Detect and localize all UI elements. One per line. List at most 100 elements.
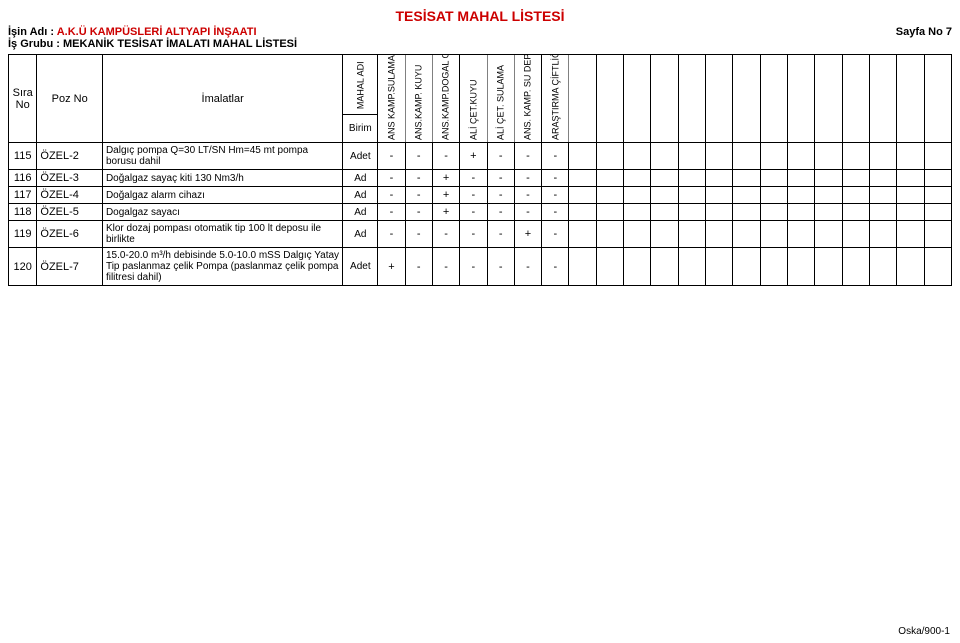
cell-poz: ÖZEL-3 [37,170,103,187]
hdr-empty [678,55,705,143]
job-name: A.K.Ü KAMPÜSLERİ ALTYAPI İNŞAATI [57,26,257,38]
cell-val: - [460,248,487,286]
cell-val: - [542,221,569,248]
cell-empty [678,187,705,204]
cell-val: - [460,187,487,204]
cell-val: - [514,143,541,170]
cell-empty [706,170,733,187]
cell-empty [924,143,951,170]
cell-sira: 119 [9,221,37,248]
cell-empty [815,204,842,221]
cell-val: - [514,248,541,286]
cell-empty [897,170,924,187]
hdr-empty [569,55,596,143]
cell-empty [733,187,760,204]
cell-val: - [487,187,514,204]
cell-val: - [487,248,514,286]
cell-val: - [542,143,569,170]
cell-val: - [405,204,432,221]
cell-empty [624,204,651,221]
cell-empty [787,143,814,170]
cell-empty [569,248,596,286]
cell-empty [733,204,760,221]
table-row: 120ÖZEL-715.0-20.0 m³/h debisinde 5.0-10… [9,248,952,286]
cell-empty [596,170,623,187]
cell-val: + [432,187,459,204]
cell-val: - [514,204,541,221]
cell-empty [678,221,705,248]
cell-imalat: Klor dozaj pompası otomatik tip 100 lt d… [102,221,342,248]
page-number: Sayfa No 7 [896,26,952,38]
cell-sira: 117 [9,187,37,204]
cell-val: - [487,170,514,187]
job-header-row: İşin Adı : A.K.Ü KAMPÜSLERİ ALTYAPI İNŞA… [8,26,952,38]
cell-empty [733,143,760,170]
cell-empty [624,221,651,248]
cell-empty [924,204,951,221]
cell-empty [869,143,896,170]
cell-empty [760,143,787,170]
cell-val: - [432,248,459,286]
hdr-mahal-adi: MAHAL ADI [343,55,378,115]
cell-sira: 120 [9,248,37,286]
cell-empty [760,221,787,248]
cell-empty [815,248,842,286]
cell-val: - [542,248,569,286]
cell-empty [760,187,787,204]
cell-empty [596,221,623,248]
page-title: TESİSAT MAHAL LİSTESİ [8,8,952,24]
cell-val: + [460,143,487,170]
cell-empty [869,204,896,221]
cell-empty [815,187,842,204]
table-row: 115ÖZEL-2Dalgıç pompa Q=30 LT/SN Hm=45 m… [9,143,952,170]
cell-val: - [460,221,487,248]
footer-code: Oska/900-1 [898,626,950,637]
cell-empty [733,170,760,187]
cell-val: - [405,221,432,248]
table-row: 119ÖZEL-6Klor dozaj pompası otomatik tip… [9,221,952,248]
cell-poz: ÖZEL-4 [37,187,103,204]
cell-poz: ÖZEL-5 [37,204,103,221]
cell-empty [624,187,651,204]
cell-empty [678,170,705,187]
job-label: İşin Adı : [8,26,54,38]
cell-empty [569,187,596,204]
cell-empty [787,187,814,204]
cell-empty [842,221,869,248]
cell-val: + [514,221,541,248]
cell-empty [842,143,869,170]
cell-empty [651,248,678,286]
cell-empty [706,204,733,221]
cell-imalat: Doğalgaz alarm cihazı [102,187,342,204]
cell-val: - [378,187,405,204]
cell-empty [733,248,760,286]
hdr-col-6: ARAŞTIRMA ÇİFTLİĞİ [542,55,569,143]
cell-empty [760,170,787,187]
cell-val: - [542,204,569,221]
cell-empty [897,187,924,204]
cell-empty [815,170,842,187]
hdr-empty [706,55,733,143]
cell-val: - [487,143,514,170]
cell-empty [869,221,896,248]
cell-birim: Adet [343,248,378,286]
hdr-poz: Poz No [37,55,103,143]
cell-empty [787,170,814,187]
hdr-birim: Birim [343,115,378,143]
cell-empty [706,143,733,170]
cell-val: - [432,143,459,170]
cell-empty [569,221,596,248]
cell-empty [678,143,705,170]
cell-birim: Ad [343,204,378,221]
cell-empty [596,248,623,286]
cell-empty [924,248,951,286]
cell-empty [706,248,733,286]
cell-empty [897,221,924,248]
cell-empty [924,187,951,204]
cell-val: - [378,221,405,248]
table-row: 117ÖZEL-4Doğalgaz alarm cihazıAd--+---- [9,187,952,204]
cell-birim: Ad [343,170,378,187]
hdr-empty [651,55,678,143]
cell-val: - [378,204,405,221]
cell-empty [624,143,651,170]
